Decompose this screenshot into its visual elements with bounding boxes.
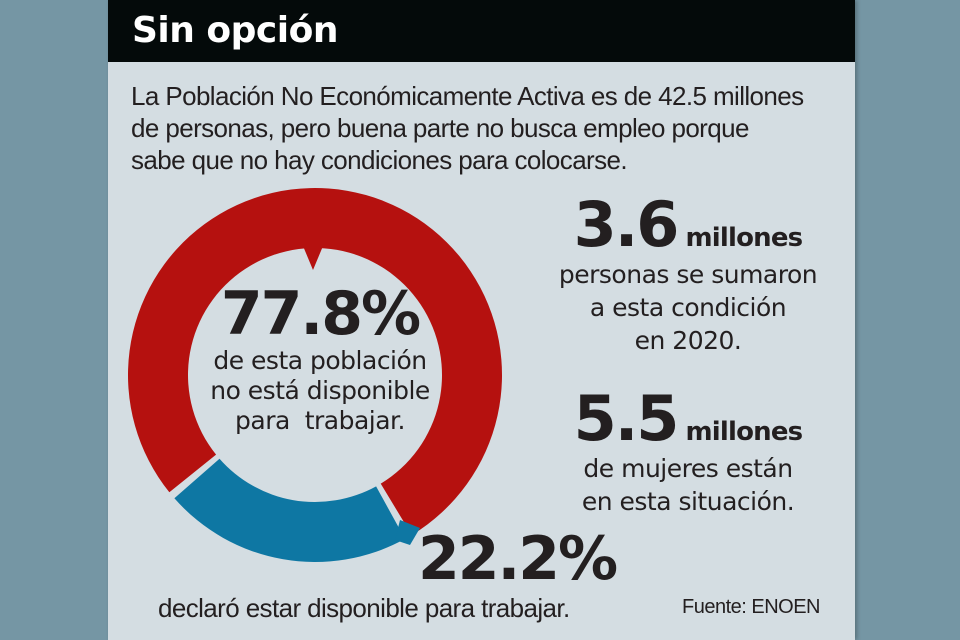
header-bar: Sin opción [108,0,855,62]
intro-line: de personas, pero buena parte no busca e… [131,113,749,143]
donut-segment-not-available [127,187,502,536]
stat-desc-line: a esta condición [589,293,787,322]
intro-line: sabe que no hay condiciones para colocar… [131,145,628,175]
stat-value: 3.6 [573,188,680,261]
stat-desc-line: personas se sumaron [558,260,818,289]
infographic-title: Sin opción [132,10,338,51]
source-credit: Fuente: ENOEN [682,596,821,618]
description-line: para trabajar. [235,406,405,435]
donut-segment-available [174,458,405,562]
blue-pointer-tail [395,520,420,545]
stat-desc-line: de mujeres están [583,454,793,483]
available-description: declaró estar disponible para trabajar. [158,593,570,623]
stat-unit: millones [685,223,803,253]
stat-value: 5.5 [573,382,680,455]
stat-unit: millones [685,417,803,447]
not-available-percentage: 77.8% [220,279,421,349]
intro-paragraph: La Población No Económicamente Activa es… [131,80,831,176]
stat-desc-line: en esta situación. [581,487,795,516]
stat-description: de mujeres están en esta situación. [558,452,818,518]
available-percentage: 22.2% [418,524,618,594]
stat-new-inactive: 3.6 millones personas se sumaron a esta c… [558,192,818,357]
not-available-description: de esta población no está disponible par… [200,346,440,436]
intro-line: La Población No Económicamente Activa es… [131,81,804,111]
stat-women: 5.5 millones de mujeres están en esta sit… [558,386,818,518]
stat-desc-line: en 2020. [634,326,742,355]
description-line: de esta población [213,346,427,375]
red-pointer-notch [303,246,323,270]
stat-description: personas se sumaron a esta condición en … [558,258,818,357]
description-line: no está disponible [210,376,430,405]
